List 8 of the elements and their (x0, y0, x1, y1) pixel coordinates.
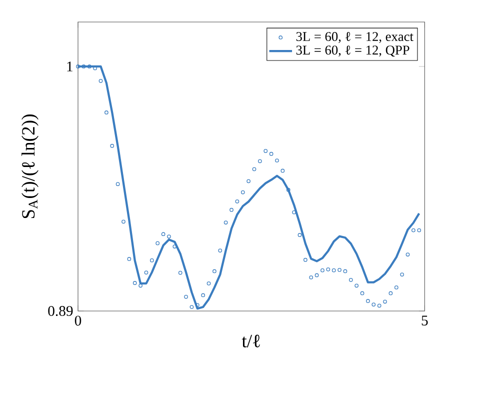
legend-label: 3L = 60, ℓ = 12, exact (296, 32, 414, 43)
x-tick-label: 5 (422, 316, 428, 326)
y-axis-title: S$_{A}$(t)/(ℓ ln(2)) (22, 114, 38, 218)
y-tick-label: 1 (67, 62, 72, 72)
legend-label: 3L = 60, ℓ = 12, QPP (296, 46, 410, 57)
y-tick-label: 0.89 (48, 306, 73, 316)
x-tick-label: 0 (74, 316, 82, 326)
x-axis-title: t/ℓ (242, 334, 260, 348)
